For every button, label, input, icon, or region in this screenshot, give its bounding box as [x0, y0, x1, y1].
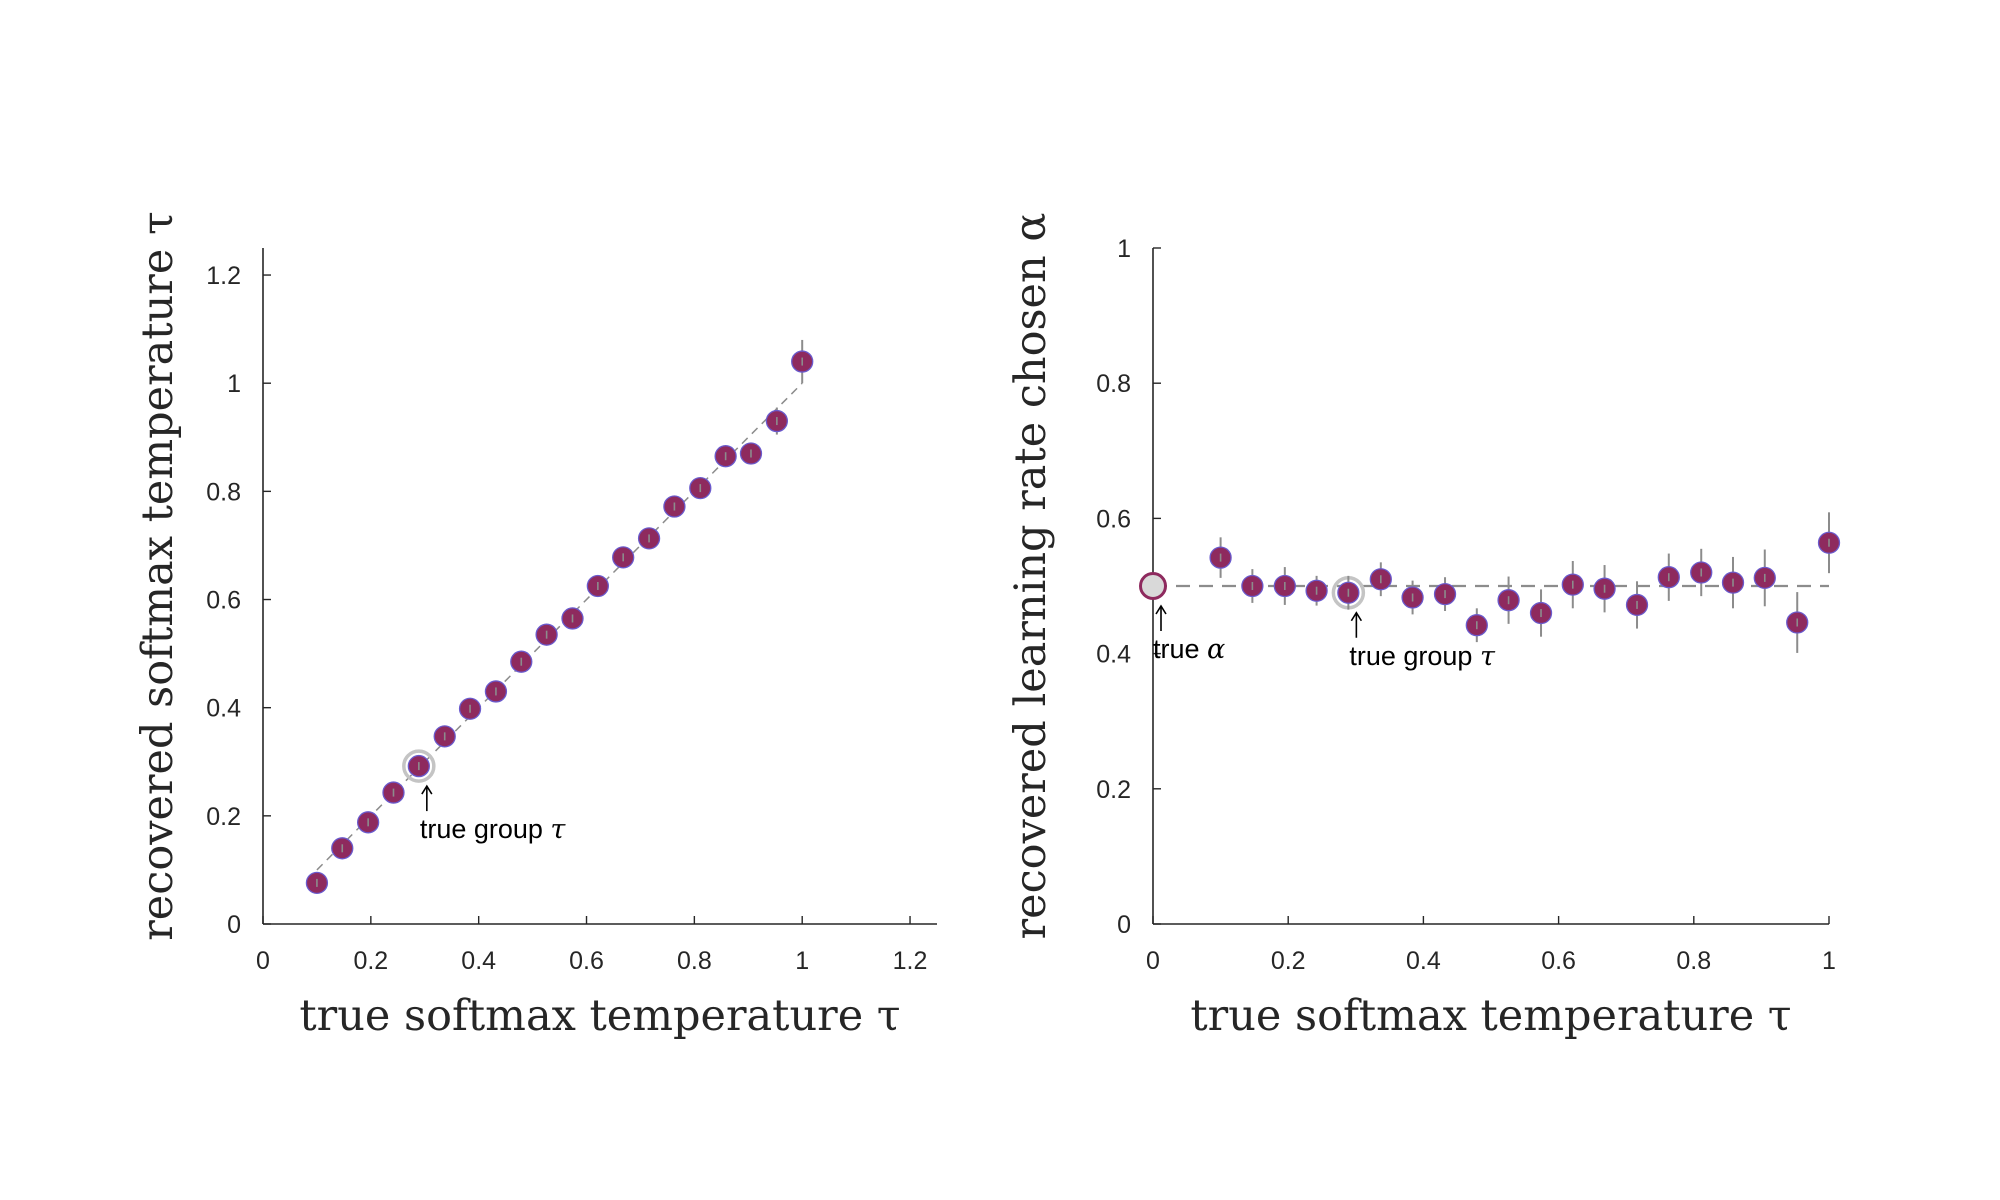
x-axis-label: true softmax temperature τ [1190, 991, 1791, 1041]
annotation-arrow-head [421, 784, 433, 795]
x-tick-label: 0 [1146, 947, 1160, 975]
true-alpha-marker [1139, 572, 1167, 600]
y-tick-label: 1.2 [206, 262, 241, 290]
annotation-label: true α [1153, 634, 1225, 665]
x-tick-label: 0.6 [1541, 947, 1576, 975]
x-axis-label: true softmax temperature τ [299, 991, 900, 1041]
y-tick-label: 0.8 [1096, 370, 1131, 398]
x-tick-label: 0.8 [677, 947, 712, 975]
x-tick-label: 0.2 [353, 947, 388, 975]
x-tick-label: 0.4 [1406, 947, 1441, 975]
y-tick-label: 0 [227, 911, 241, 939]
x-tick-label: 0.2 [1271, 947, 1306, 975]
y-tick-label: 0.2 [1096, 776, 1131, 804]
y-tick-label: 0.4 [206, 695, 241, 723]
alpha-recovery-panel: 0 0.2 0.4 0.6 0.8 1 0 0.2 0.4 0.6 0.8 1 true softmax… [1006, 213, 1841, 1041]
x-tick-label: 0.8 [1676, 947, 1711, 975]
y-tick-label: 0.6 [1096, 505, 1131, 533]
y-tick-label: 0.6 [206, 587, 241, 615]
y-axis-label: recovered learning rate chosen α [1006, 213, 1056, 940]
x-tick-label: 1 [1822, 947, 1836, 975]
x-tick-label: 0.6 [569, 947, 604, 975]
y-tick-label: 0 [1117, 911, 1131, 939]
true-group-highlight-ring [402, 749, 436, 783]
annotation-arrow-head [1155, 604, 1167, 615]
x-tick-label: 1 [795, 947, 809, 975]
annotation-arrow-head [1350, 611, 1363, 622]
tau-recovery-panel: 0 0.2 0.4 0.6 0.8 1 1.2 0 0.2 0.4 0.6 0.8 1 1.2 true s… [133, 211, 937, 1041]
annotation-label: true group τ [1349, 641, 1496, 672]
annotation-label: true group τ [420, 814, 567, 845]
y-tick-label: 0.8 [206, 478, 241, 506]
x-tick-label: 0.4 [461, 947, 496, 975]
y-tick-label: 0.4 [1096, 641, 1131, 669]
y-tick-label: 1 [1117, 235, 1131, 263]
y-axis-label: recovered softmax temperature τ [133, 211, 183, 941]
x-tick-label: 1.2 [893, 947, 928, 975]
y-tick-label: 1 [227, 370, 241, 398]
y-tick-label: 0.2 [206, 803, 241, 831]
x-tick-label: 0 [256, 947, 270, 975]
